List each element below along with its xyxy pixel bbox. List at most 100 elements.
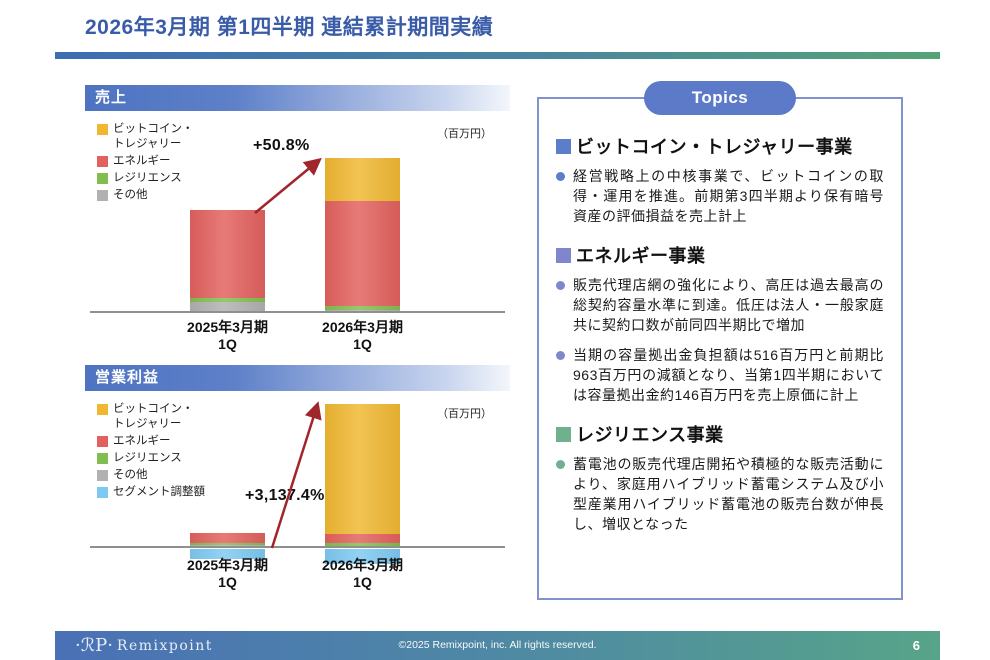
bar-segment	[190, 532, 265, 544]
legend-label: その他	[113, 468, 148, 481]
bullet-dot-icon	[556, 351, 565, 360]
sales-bars	[85, 85, 510, 355]
company-logo: ·ℛP· Remixpoint	[75, 631, 213, 660]
legend-swatch-energy	[97, 155, 108, 167]
footer-copyright: ©2025 Remixpoint, inc. All rights reserv…	[398, 639, 597, 651]
topic-heading: レジリエンス事業	[556, 421, 884, 447]
x-label-line: 1Q	[353, 574, 372, 590]
legend-swatch-segment-adjustment	[97, 486, 108, 498]
x-label-line: 1Q	[218, 336, 237, 352]
bar-segment	[325, 306, 400, 310]
bar-segment	[190, 543, 265, 545]
page-number: 6	[912, 638, 920, 653]
footer-bar: ·ℛP· Remixpoint ©2025 Remixpoint, inc. A…	[55, 631, 940, 660]
legend-item: セグメント調整額	[97, 485, 205, 500]
legend-label: レジリエンス	[113, 171, 182, 184]
sales-chart: 売上 ビットコイン・トレジャリー エネルギー レジリエンス その他 （百万円） …	[85, 85, 510, 355]
x-label-line: 2026年3月期	[322, 319, 403, 335]
topic-heading-text: レジリエンス事業	[576, 425, 724, 445]
x-label-line: 2025年3月期	[187, 319, 268, 335]
topic-heading-text: エネルギー事業	[576, 246, 706, 266]
topic-heading: エネルギー事業	[556, 242, 884, 268]
bar-segment	[325, 309, 400, 312]
legend-label: その他	[113, 188, 148, 201]
bar-segment	[325, 404, 400, 535]
legend-item: ビットコイン・トレジャリー	[97, 122, 197, 152]
x-label-line: 2026年3月期	[322, 557, 403, 573]
section-marker-icon	[556, 426, 571, 442]
bar-segment	[190, 544, 265, 547]
legend-swatch-resilience	[97, 452, 108, 464]
x-label-line: 1Q	[218, 574, 237, 590]
topic-bullet: 経営戦略上の中核事業で、ビットコインの取得・運用を推進。前期第3四半期より保有暗…	[556, 166, 884, 226]
sales-growth-label: +50.8%	[253, 137, 310, 154]
legend-item: その他	[97, 188, 197, 203]
profit-axis-line	[90, 546, 505, 548]
bar-segment	[190, 549, 265, 560]
x-axis-label: 2025年3月期 1Q	[153, 557, 303, 591]
legend-label: セグメント調整額	[113, 485, 205, 498]
section-marker-icon	[556, 247, 571, 263]
legend-item: エネルギー	[97, 154, 197, 169]
legend-swatch-bitcoin	[97, 404, 108, 415]
x-axis-label: 2025年3月期 1Q	[153, 319, 303, 353]
legend-swatch-other	[97, 189, 108, 201]
bullet-text: 当期の容量拠出金負担額は516百万円と前期比963百万円の減額となり、当第1四半…	[573, 347, 884, 403]
bar-segment	[325, 549, 400, 564]
bullet-dot-icon	[556, 172, 565, 181]
profit-chart-header: 営業利益	[85, 365, 510, 391]
topic-section-resilience: レジリエンス事業 蓄電池の販売代理店開拓や積極的な販売活動により、家庭用ハイブリ…	[556, 421, 884, 534]
topic-section-bitcoin-treasury: ビットコイン・トレジャリー事業 経営戦略上の中核事業で、ビットコインの取得・運用…	[556, 133, 884, 226]
legend-swatch-bitcoin	[97, 124, 108, 135]
topic-heading: ビットコイン・トレジャリー事業	[556, 133, 884, 159]
topic-bullet: 販売代理店網の強化により、高圧は過去最高の総契約容量水準に到達。低圧は法人・一般…	[556, 275, 884, 335]
profit-bars	[85, 365, 510, 615]
legend-swatch-other	[97, 469, 108, 481]
page-title: 2026年3月期 第1四半期 連結累計期間実績	[85, 16, 494, 39]
logo-name: Remixpoint	[116, 637, 213, 654]
profit-chart-title: 営業利益	[95, 369, 160, 386]
topics-pill: Topics	[644, 81, 796, 115]
topic-bullet: 蓄電池の販売代理店開拓や積極的な販売活動により、家庭用ハイブリッド蓄電システム及…	[556, 454, 884, 534]
bullet-text: 経営戦略上の中核事業で、ビットコインの取得・運用を推進。前期第3四半期より保有暗…	[573, 168, 884, 224]
x-label-line: 2025年3月期	[187, 557, 268, 573]
sales-unit-label: （百万円）	[437, 128, 492, 140]
x-label-line: 1Q	[353, 336, 372, 352]
topic-bullet: 当期の容量拠出金負担額は516百万円と前期比963百万円の減額となり、当第1四半…	[556, 345, 884, 405]
bar-segment	[325, 543, 400, 547]
title-divider	[55, 52, 940, 59]
bar-segment	[190, 298, 265, 303]
legend-swatch-resilience	[97, 172, 108, 184]
legend-item: レジリエンス	[97, 171, 197, 186]
legend-swatch-energy	[97, 435, 108, 447]
legend-label: ビットコイン・トレジャリー	[113, 403, 194, 430]
bar-segment	[325, 534, 400, 544]
topics-content: ビットコイン・トレジャリー事業 経営戦略上の中核事業で、ビットコインの取得・運用…	[539, 99, 901, 534]
section-marker-icon	[556, 138, 571, 154]
bar-segment	[190, 302, 265, 312]
legend-label: エネルギー	[113, 434, 171, 447]
bar-segment	[190, 210, 265, 299]
legend-item: エネルギー	[97, 434, 205, 449]
logo-mark-icon: ·ℛP·	[75, 635, 113, 656]
topic-heading-text: ビットコイン・トレジャリー事業	[576, 137, 853, 157]
profit-chart-legend: ビットコイン・トレジャリー エネルギー レジリエンス その他 セグメント調整額	[97, 402, 205, 502]
x-axis-label: 2026年3月期 1Q	[288, 319, 438, 353]
bullet-dot-icon	[556, 281, 565, 290]
legend-item: レジリエンス	[97, 451, 205, 466]
legend-item: その他	[97, 468, 205, 483]
bullet-text: 販売代理店網の強化により、高圧は過去最高の総契約容量水準に到達。低圧は法人・一般…	[573, 277, 884, 333]
sales-chart-legend: ビットコイン・トレジャリー エネルギー レジリエンス その他	[97, 122, 197, 205]
legend-item: ビットコイン・トレジャリー	[97, 402, 205, 432]
legend-label: エネルギー	[113, 154, 171, 167]
x-axis-label: 2026年3月期 1Q	[288, 557, 438, 591]
sales-axis-line	[90, 311, 505, 313]
bar-segment	[325, 200, 400, 306]
sales-chart-header: 売上	[85, 85, 510, 111]
topics-panel: Topics ビットコイン・トレジャリー事業 経営戦略上の中核事業で、ビットコイ…	[537, 81, 903, 600]
legend-label: レジリエンス	[113, 451, 182, 464]
sales-chart-title: 売上	[95, 89, 128, 106]
operating-profit-chart: 営業利益 ビットコイン・トレジャリー エネルギー レジリエンス その他 セグメン…	[85, 365, 510, 615]
bar-segment	[325, 158, 400, 201]
